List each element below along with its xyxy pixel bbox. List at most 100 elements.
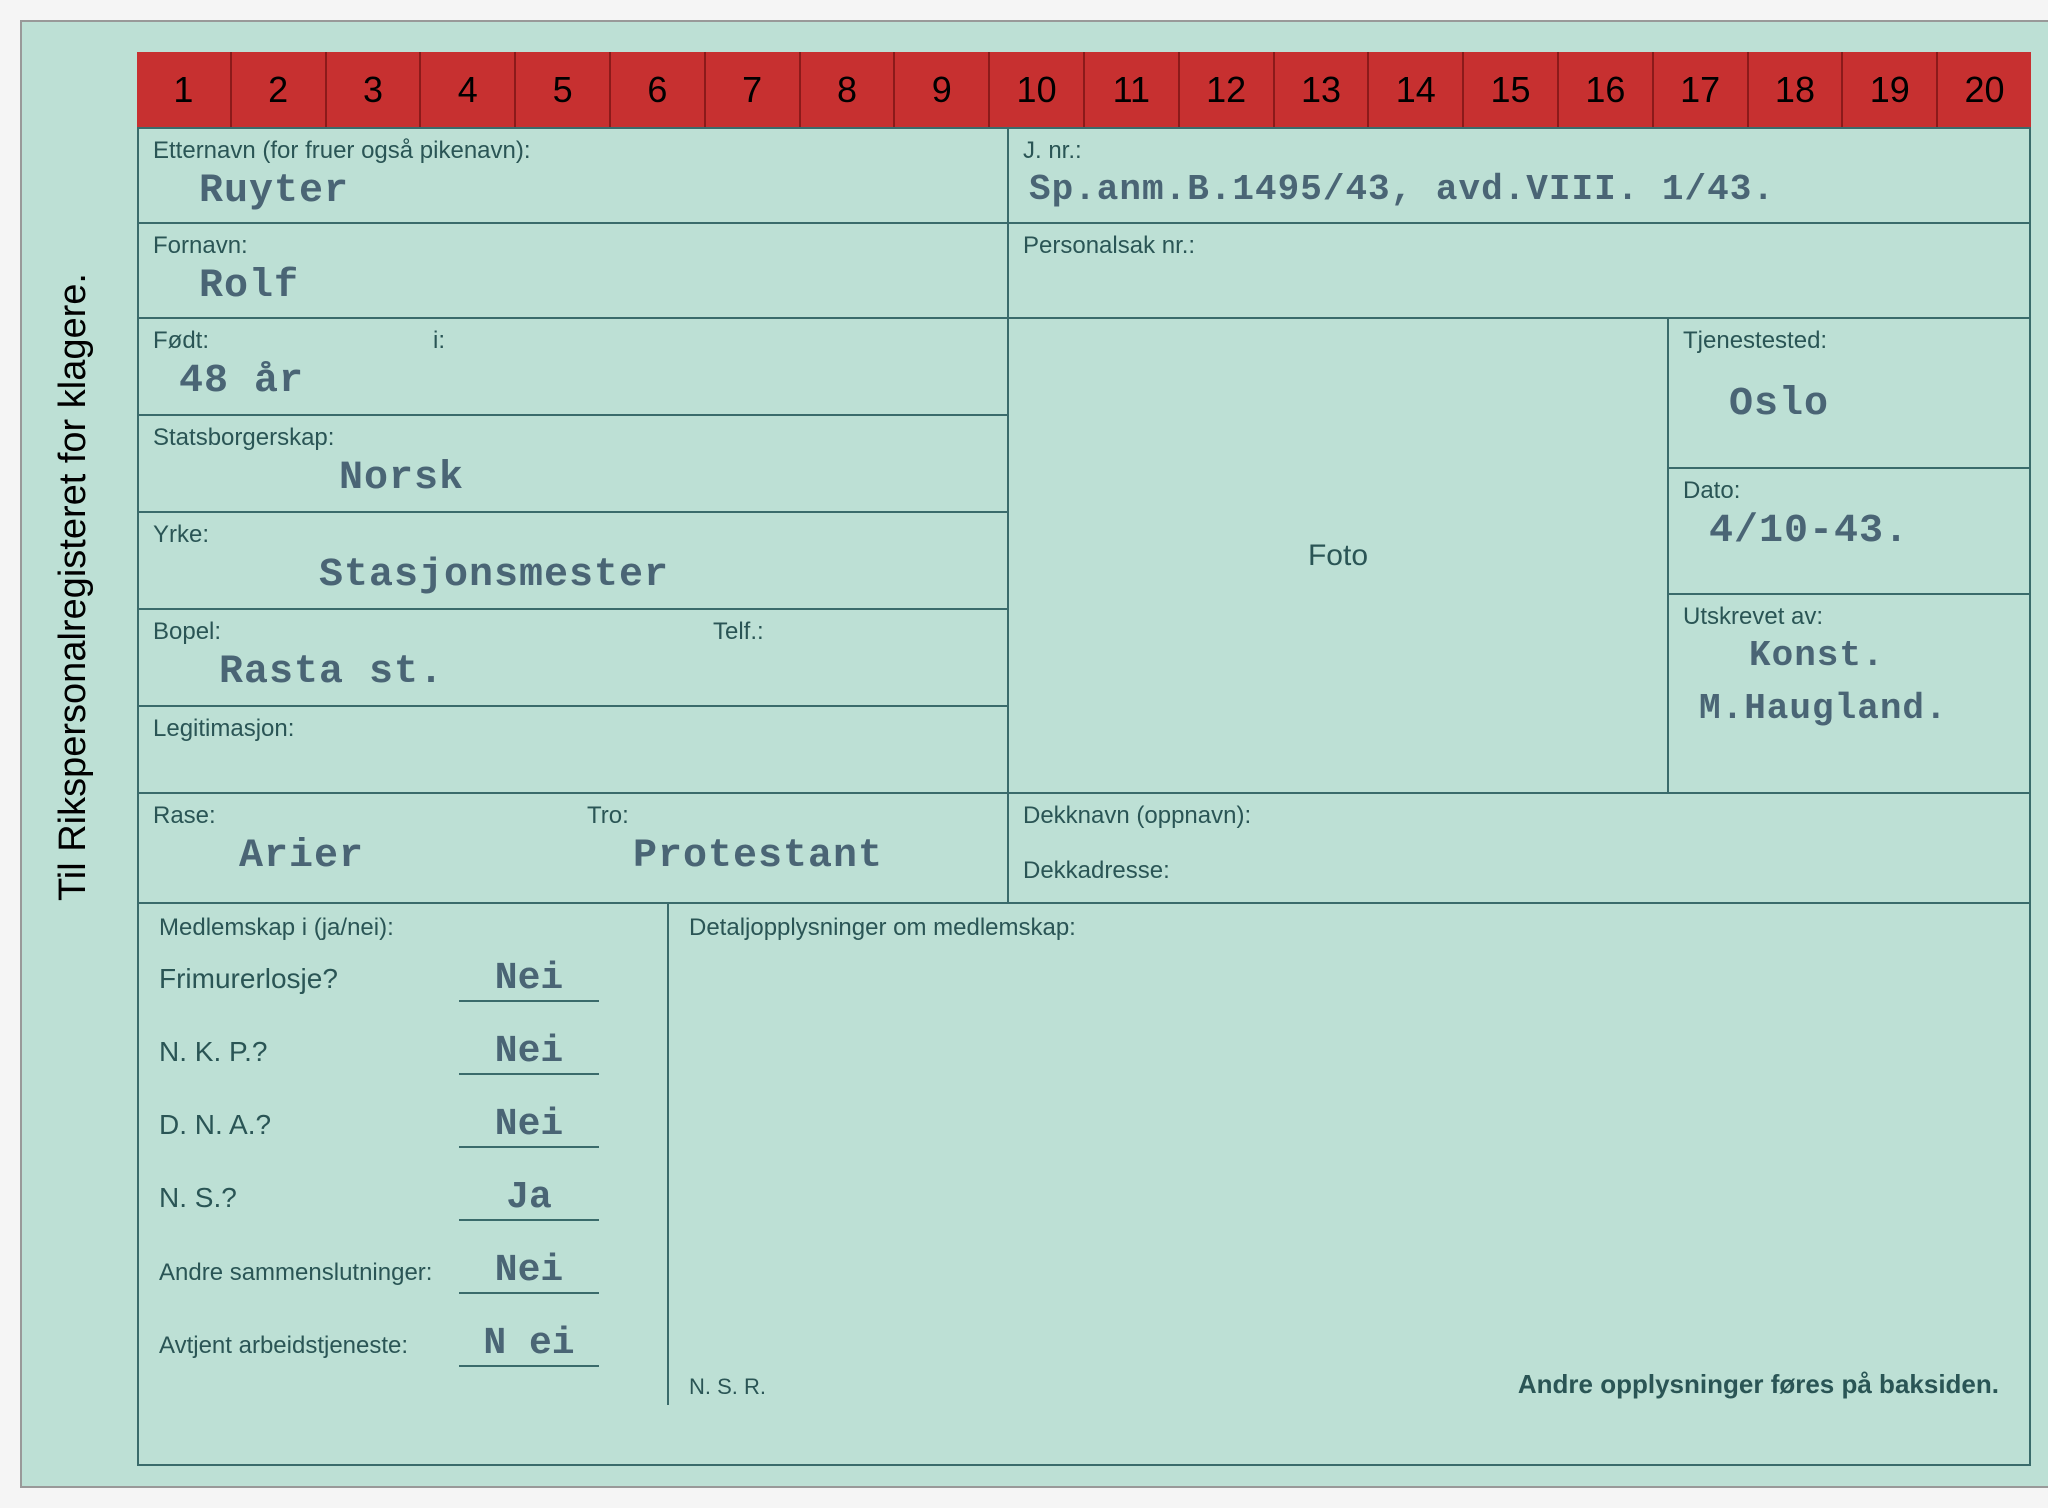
etternavn-label: Etternavn (for fruer også pikenavn): bbox=[139, 129, 1007, 167]
personalsak-value bbox=[1009, 262, 2029, 274]
tjenestested-label: Tjenestested: bbox=[1669, 319, 2029, 357]
mem-label: Avtjent arbeidstjeneste: bbox=[159, 1333, 459, 1359]
num-cell: 9 bbox=[895, 52, 990, 127]
foto-label: Foto bbox=[1308, 539, 1368, 573]
footer-note-backside: Andre opplysninger føres på baksiden. bbox=[1518, 1369, 1999, 1400]
mem-row-ns: N. S.? Ja bbox=[159, 1176, 647, 1231]
num-cell: 16 bbox=[1559, 52, 1654, 127]
mem-value: Nei bbox=[459, 1030, 599, 1075]
telf-label: Telf.: bbox=[699, 610, 778, 648]
tjenestested-field: Tjenestested: Oslo bbox=[1669, 319, 2029, 469]
mem-label: N. S.? bbox=[159, 1182, 459, 1214]
left-details-stack: Født: i: 48 år Statsborgerskap: Norsk Yr… bbox=[139, 319, 1009, 792]
jnr-label: J. nr.: bbox=[1009, 129, 2029, 167]
num-cell: 1 bbox=[137, 52, 232, 127]
fodt-value: 48 år bbox=[139, 357, 1007, 414]
legitimasjon-field: Legitimasjon: bbox=[139, 707, 1007, 792]
statsborgerskap-field: Statsborgerskap: Norsk bbox=[139, 416, 1007, 513]
num-cell: 8 bbox=[801, 52, 896, 127]
dekkadresse-label: Dekkadresse: bbox=[1009, 832, 2029, 887]
registry-card: Til Rikspersonalregisteret for klagere. … bbox=[20, 20, 2048, 1488]
fornavn-label: Fornavn: bbox=[139, 224, 1007, 262]
etternavn-value: Ruyter bbox=[139, 167, 1007, 224]
mem-label: N. K. P.? bbox=[159, 1036, 459, 1068]
membership-right-panel: Detaljopplysninger om medlemskap: N. S. … bbox=[669, 904, 2029, 1405]
num-cell: 5 bbox=[516, 52, 611, 127]
personalsak-label: Personalsak nr.: bbox=[1009, 224, 2029, 262]
num-cell: 15 bbox=[1464, 52, 1559, 127]
yrke-value: Stasjonsmester bbox=[139, 551, 1007, 608]
dato-field: Dato: 4/10-43. bbox=[1669, 469, 2029, 594]
dekknavn-field: Dekknavn (oppnavn): Dekkadresse: bbox=[1009, 794, 2029, 902]
foto-box: Foto bbox=[1009, 319, 1669, 792]
bopel-field: Bopel: Telf.: Rasta st. bbox=[139, 610, 1007, 707]
rase-tro-field: Rase: Arier Tro: Protestant bbox=[139, 794, 1009, 902]
num-cell: 12 bbox=[1180, 52, 1275, 127]
utskrevet-value1: Konst. bbox=[1669, 633, 2029, 686]
rase-value: Arier bbox=[139, 832, 573, 889]
header-number-band: 1 2 3 4 5 6 7 8 9 10 11 12 13 14 15 16 1… bbox=[137, 52, 2031, 127]
num-cell: 18 bbox=[1749, 52, 1844, 127]
membership-left-panel: Medlemskap i (ja/nei): Frimurerlosje? Ne… bbox=[139, 904, 669, 1405]
legitimasjon-value bbox=[139, 745, 1007, 757]
jnr-value: Sp.anm.B.1495/43, avd.VIII. 1/43. bbox=[1009, 167, 2029, 220]
bopel-value: Rasta st. bbox=[139, 648, 1007, 705]
mem-row-avtjent: Avtjent arbeidstjeneste: N ei bbox=[159, 1322, 647, 1377]
statsborgerskap-label: Statsborgerskap: bbox=[139, 416, 1007, 454]
num-cell: 10 bbox=[990, 52, 1085, 127]
num-cell: 14 bbox=[1369, 52, 1464, 127]
fodt-field: Født: i: 48 år bbox=[139, 319, 1007, 416]
mem-value: Ja bbox=[459, 1176, 599, 1221]
yrke-label: Yrke: bbox=[139, 513, 1007, 551]
mem-value: Nei bbox=[459, 1103, 599, 1148]
utskrevet-label: Utskrevet av: bbox=[1669, 595, 2029, 633]
fodt-i-label: i: bbox=[403, 319, 459, 357]
membership-header-right: Detaljopplysninger om medlemskap: bbox=[689, 914, 2009, 957]
rase-label: Rase: bbox=[139, 794, 573, 832]
num-cell: 19 bbox=[1843, 52, 1938, 127]
tjenestested-value: Oslo bbox=[1669, 357, 2029, 437]
right-foto-area: Foto Tjenestested: Oslo Dato: 4/10-43. U… bbox=[1009, 319, 2029, 792]
fornavn-value: Rolf bbox=[139, 262, 1007, 319]
tro-label: Tro: bbox=[573, 794, 1007, 832]
mem-label: Andre sammenslutninger: bbox=[159, 1260, 459, 1286]
num-cell: 11 bbox=[1085, 52, 1180, 127]
jnr-field: J. nr.: Sp.anm.B.1495/43, avd.VIII. 1/43… bbox=[1009, 129, 2029, 222]
num-cell: 6 bbox=[611, 52, 706, 127]
utskrevet-value2: M.Haugland. bbox=[1669, 686, 2029, 739]
num-cell: 13 bbox=[1275, 52, 1370, 127]
mem-row-frimurer: Frimurerlosje? Nei bbox=[159, 957, 647, 1012]
dato-label: Dato: bbox=[1669, 469, 2029, 507]
num-cell: 7 bbox=[706, 52, 801, 127]
footer-note-nsr: N. S. R. bbox=[689, 1374, 766, 1400]
statsborgerskap-value: Norsk bbox=[139, 454, 1007, 511]
legitimasjon-label: Legitimasjon: bbox=[139, 707, 1007, 745]
mem-row-dna: D. N. A.? Nei bbox=[159, 1103, 647, 1158]
etternavn-field: Etternavn (for fruer også pikenavn): Ruy… bbox=[139, 129, 1009, 222]
bopel-label: Bopel: bbox=[139, 610, 1007, 648]
mem-label: Frimurerlosje? bbox=[159, 963, 459, 995]
num-cell: 2 bbox=[232, 52, 327, 127]
yrke-field: Yrke: Stasjonsmester bbox=[139, 513, 1007, 610]
mem-value: N ei bbox=[459, 1322, 599, 1367]
tro-value: Protestant bbox=[573, 832, 1007, 889]
mem-label: D. N. A.? bbox=[159, 1109, 459, 1141]
utskrevet-field: Utskrevet av: Konst. M.Haugland. bbox=[1669, 595, 2029, 792]
num-cell: 20 bbox=[1938, 52, 2031, 127]
membership-header-left: Medlemskap i (ja/nei): bbox=[159, 914, 647, 957]
dato-value: 4/10-43. bbox=[1669, 507, 2029, 564]
fornavn-field: Fornavn: Rolf bbox=[139, 224, 1009, 317]
mem-row-nkp: N. K. P.? Nei bbox=[159, 1030, 647, 1085]
mem-value: Nei bbox=[459, 1249, 599, 1294]
vertical-title: Til Rikspersonalregisteret for klagere. bbox=[52, 162, 95, 1012]
form-grid: Etternavn (for fruer også pikenavn): Ruy… bbox=[137, 127, 2031, 1466]
num-cell: 17 bbox=[1654, 52, 1749, 127]
num-cell: 4 bbox=[421, 52, 516, 127]
right-info-stack: Tjenestested: Oslo Dato: 4/10-43. Utskre… bbox=[1669, 319, 2029, 792]
dekknavn-label: Dekknavn (oppnavn): bbox=[1009, 794, 2029, 832]
mem-row-andre: Andre sammenslutninger: Nei bbox=[159, 1249, 647, 1304]
fodt-label: Født: bbox=[139, 319, 223, 357]
num-cell: 3 bbox=[327, 52, 422, 127]
mem-value: Nei bbox=[459, 957, 599, 1002]
personalsak-field: Personalsak nr.: bbox=[1009, 224, 2029, 317]
